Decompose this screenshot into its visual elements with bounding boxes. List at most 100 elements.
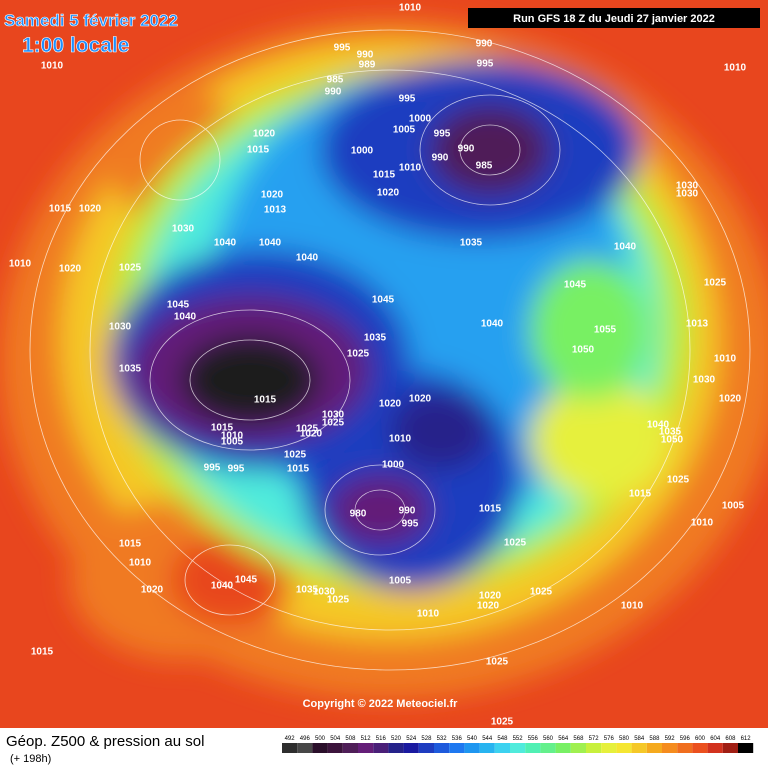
- isobar-label: 1040: [647, 420, 670, 431]
- isobar-label: 1040: [481, 319, 504, 330]
- scale-label: 560: [543, 736, 554, 742]
- isobar-label: 1045: [372, 295, 395, 306]
- isobar-label: 1020: [479, 591, 502, 602]
- map-time: 1:00 locale: [22, 34, 129, 57]
- scale-swatch: [312, 743, 328, 753]
- isobar-label: 1015: [119, 539, 142, 550]
- scale-swatch: [631, 743, 647, 753]
- isobar-label: 1005: [389, 576, 412, 587]
- isobar-label: 1040: [214, 238, 237, 249]
- isobar-label: 1010: [417, 609, 440, 620]
- scale-swatch: [586, 743, 602, 753]
- isobar-label: 990: [325, 87, 342, 98]
- scale-label: 572: [589, 736, 600, 742]
- isobar-label: 1015: [629, 489, 652, 500]
- isobar-label: 1015: [254, 395, 277, 406]
- scale-swatch: [342, 743, 358, 753]
- scale-label: 592: [665, 736, 676, 742]
- isobar-label: 1010: [714, 354, 737, 365]
- run-box: [468, 8, 760, 28]
- isobar-label: 989: [359, 60, 376, 71]
- isobar-label: 995: [204, 463, 221, 474]
- isobar-label: 1055: [594, 325, 617, 336]
- scale-label: 548: [497, 736, 508, 742]
- isobar-label: 1030: [109, 322, 132, 333]
- isobar-label: 1025: [491, 717, 514, 728]
- isobar-label: 1045: [167, 300, 190, 311]
- isobar-label: 1030: [172, 224, 195, 235]
- isobar-label: 1020: [409, 394, 432, 405]
- scale-label: 596: [680, 736, 691, 742]
- isobar-label: 995: [477, 59, 494, 70]
- isobar-label: 995: [399, 94, 416, 105]
- isobar-label: 1000: [351, 146, 374, 157]
- scale-label: 584: [634, 736, 645, 742]
- scale-swatch: [616, 743, 632, 753]
- scale-label: 588: [649, 736, 660, 742]
- scale-swatch: [525, 743, 541, 753]
- footer-lead: (+ 198h): [10, 753, 51, 765]
- isobar-label: 1010: [41, 61, 64, 72]
- isobar-label: 990: [357, 50, 374, 61]
- isobar-label: 1010: [621, 601, 644, 612]
- isobar-label: 1025: [704, 278, 727, 289]
- scale-swatch: [434, 743, 450, 753]
- isobar-label: 1040: [211, 581, 234, 592]
- scale-swatch: [692, 743, 708, 753]
- isobar-label: 1030: [322, 410, 345, 421]
- isobar-label: 1025: [347, 349, 370, 360]
- color-scale: 492 496 500 504 508 512 516 520 524 528 532 536 540 5…: [282, 736, 754, 753]
- isobar-label: 1020: [377, 188, 400, 199]
- scale-label: 520: [391, 736, 402, 742]
- scale-swatch: [510, 743, 526, 753]
- scale-swatch: [722, 743, 738, 753]
- isobar-label: 995: [228, 464, 245, 475]
- scale-swatch: [282, 743, 298, 753]
- scale-label: 576: [604, 736, 615, 742]
- isobar-label: 1010: [221, 431, 244, 442]
- isobar-label: 1020: [79, 204, 102, 215]
- scale-label: 580: [619, 736, 630, 742]
- isobar-label: 1010: [389, 434, 412, 445]
- isobar-label: 1035: [364, 333, 387, 344]
- isobar-label: 1025: [296, 424, 319, 435]
- scale-swatch: [555, 743, 571, 753]
- scale-label: 552: [513, 736, 524, 742]
- isobar-label: 1050: [572, 345, 595, 356]
- isobar-label: 1015: [287, 464, 310, 475]
- scale-label: 532: [437, 736, 448, 742]
- isobar-label: 1040: [259, 238, 282, 249]
- isobar-label: 1015: [247, 145, 270, 156]
- scale-swatch: [418, 743, 434, 753]
- isobar-label: 1025: [504, 538, 527, 549]
- scale-swatch: [464, 743, 480, 753]
- scale-swatch: [358, 743, 374, 753]
- isobar-label: 990: [432, 153, 449, 164]
- scale-swatch: [540, 743, 556, 753]
- scale-label: 600: [695, 736, 706, 742]
- isobar-label: 1020: [379, 399, 402, 410]
- map-date: Samedi 5 février 2022: [4, 11, 178, 30]
- isobar-label: 1013: [686, 319, 709, 330]
- isobar-label: 1013: [264, 205, 287, 216]
- isobar-label: 1015: [49, 204, 72, 215]
- isobar-label: 1040: [296, 253, 319, 264]
- isobar-label: 1025: [530, 587, 553, 598]
- isobar-label: 995: [402, 519, 419, 530]
- isobar-label: 990: [476, 39, 493, 50]
- scale-label: 516: [376, 736, 387, 742]
- scale-label: 496: [300, 736, 311, 742]
- isobar-label: 1010: [129, 558, 152, 569]
- isobar-label: 1040: [614, 242, 637, 253]
- isobar-label: 1025: [327, 595, 350, 606]
- isobar-label: 1035: [460, 238, 483, 249]
- isobar-label: 1035: [119, 364, 142, 375]
- isobar-label: 1010: [9, 259, 32, 270]
- scale-swatch: [601, 743, 617, 753]
- isobar-label: 1025: [322, 418, 345, 429]
- scale-label: 504: [330, 736, 341, 742]
- scale-label: 556: [528, 736, 539, 742]
- scale-swatch: [479, 743, 495, 753]
- isobar-label: 1030: [313, 587, 336, 598]
- isobar-label: 1015: [373, 170, 396, 181]
